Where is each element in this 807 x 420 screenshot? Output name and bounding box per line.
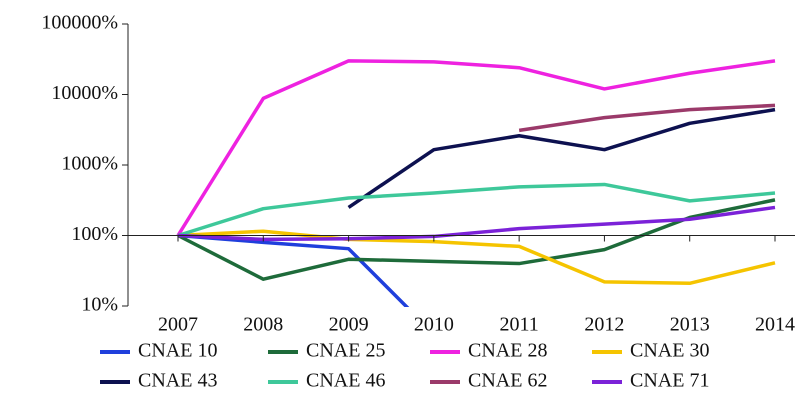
x-tick-label: 2013	[670, 314, 710, 336]
series-line	[177, 198, 776, 281]
series-line	[177, 233, 410, 307]
x-tick-label: 2007	[158, 314, 198, 336]
legend-label: CNAE 30	[630, 340, 709, 362]
x-tick-label: 2014	[755, 314, 795, 336]
x-tick-label: 2009	[329, 314, 369, 336]
legend-label: CNAE 62	[468, 370, 547, 392]
x-tick-label: 2012	[584, 314, 624, 336]
y-tick-label: 1000%	[61, 153, 118, 175]
x-tick-label: 2010	[414, 314, 454, 336]
legend-label: CNAE 43	[138, 370, 217, 392]
plot-area	[176, 59, 776, 307]
legend-label: CNAE 10	[138, 340, 217, 362]
legend-label: CNAE 25	[306, 340, 385, 362]
y-tick-label: 10000%	[51, 82, 118, 104]
series-line	[518, 103, 776, 133]
x-tick-label: 2011	[500, 314, 539, 336]
y-tick-label: 10%	[81, 294, 118, 316]
series-line	[177, 182, 776, 238]
legend-label: CNAE 71	[630, 370, 709, 392]
series-line	[177, 229, 776, 286]
x-tick-label: 2008	[243, 314, 283, 336]
y-tick-label: 100%	[71, 223, 118, 245]
y-tick-label: 100000%	[41, 12, 118, 34]
legend-label: CNAE 28	[468, 340, 547, 362]
series-line	[176, 59, 776, 237]
series-line	[347, 107, 776, 209]
series-line	[177, 205, 776, 242]
legend-label: CNAE 46	[306, 370, 385, 392]
